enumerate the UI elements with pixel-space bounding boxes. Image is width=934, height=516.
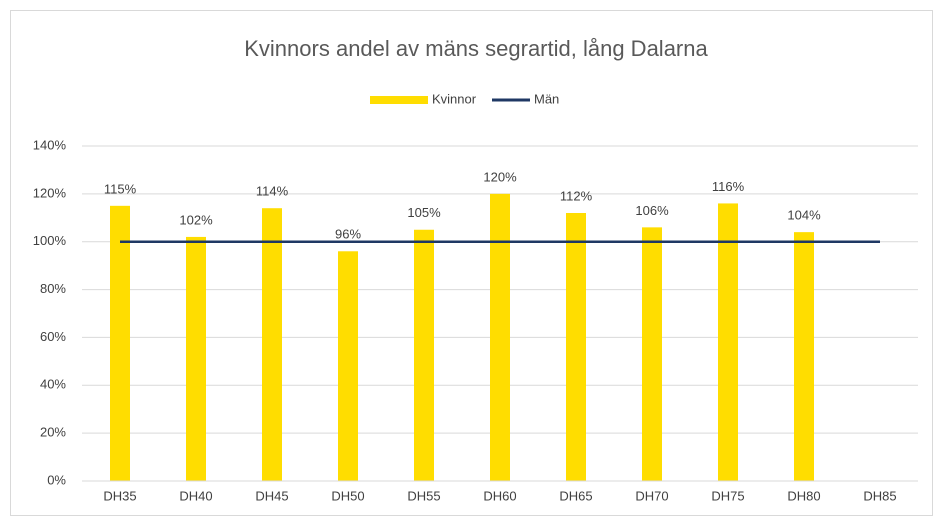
chart-border <box>10 10 933 516</box>
x-tick-label: DH45 <box>255 488 288 503</box>
data-label: 112% <box>560 188 593 203</box>
x-tick-label: DH40 <box>179 488 212 503</box>
data-label: 120% <box>483 169 517 184</box>
bar <box>414 229 434 481</box>
y-tick-label: 40% <box>40 377 66 392</box>
y-tick-label: 120% <box>33 185 67 200</box>
bar <box>338 251 358 481</box>
data-label: 116% <box>712 179 745 194</box>
bar <box>642 227 662 481</box>
data-label: 106% <box>635 203 669 218</box>
x-tick-label: DH85 <box>863 488 896 503</box>
bar <box>262 208 282 481</box>
bar <box>186 236 206 481</box>
bar <box>566 213 586 481</box>
x-tick-label: DH35 <box>103 488 136 503</box>
y-tick-label: 0% <box>47 472 66 487</box>
data-label: 104% <box>787 208 821 223</box>
x-tick-label: DH55 <box>407 488 440 503</box>
y-tick-label: 80% <box>40 281 66 296</box>
x-tick-label: DH50 <box>331 488 364 503</box>
x-tick-label: DH65 <box>559 488 592 503</box>
data-label: 102% <box>179 212 213 227</box>
data-label: 114% <box>256 184 289 199</box>
bar <box>490 193 510 481</box>
legend-label: Kvinnor <box>432 91 477 106</box>
bar <box>794 232 814 481</box>
x-tick-label: DH70 <box>635 488 668 503</box>
chart-title: Kvinnors andel av mäns segrartid, lång D… <box>244 36 708 61</box>
x-tick-label: DH75 <box>711 488 744 503</box>
data-label: 96% <box>335 227 361 242</box>
legend-swatch <box>370 96 428 104</box>
x-tick-label: DH60 <box>483 488 516 503</box>
y-tick-label: 100% <box>33 233 67 248</box>
y-tick-label: 20% <box>40 425 66 440</box>
x-tick-label: DH80 <box>787 488 820 503</box>
y-tick-label: 60% <box>40 329 66 344</box>
data-label: 105% <box>407 205 441 220</box>
data-label: 115% <box>104 181 137 196</box>
bar <box>718 203 738 481</box>
y-tick-label: 140% <box>33 137 67 152</box>
bar <box>110 205 130 482</box>
legend-label: Män <box>534 91 559 106</box>
